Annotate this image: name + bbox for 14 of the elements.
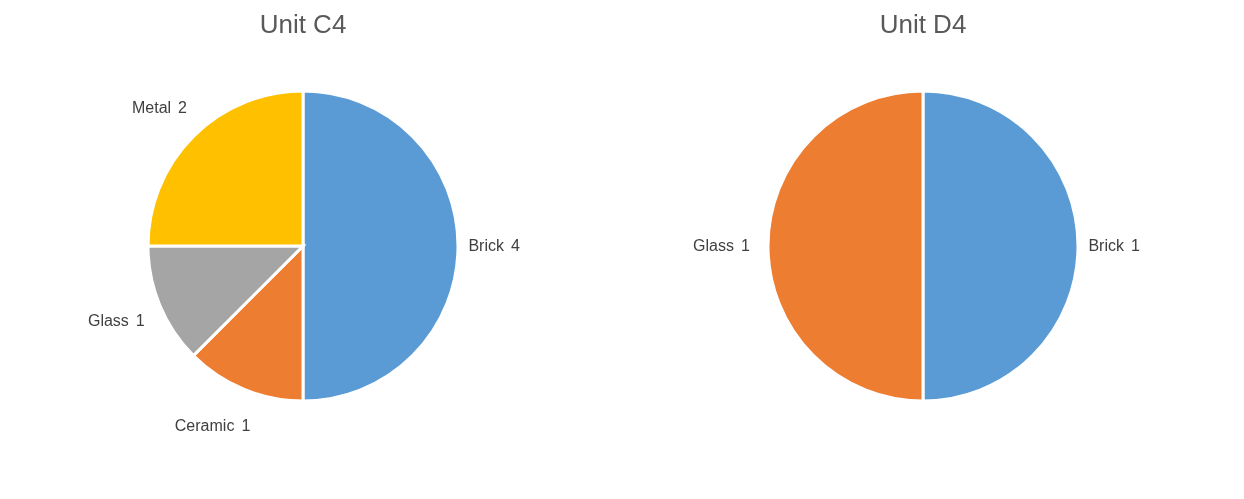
data-label: 2 bbox=[178, 99, 188, 117]
slice-label: Glass bbox=[693, 237, 734, 254]
slice-label: Glass bbox=[87, 311, 129, 329]
data-label: 1 bbox=[1131, 237, 1140, 254]
data-label: 1 bbox=[241, 417, 251, 435]
slice-label: Metal bbox=[131, 99, 172, 117]
data-label: 1 bbox=[135, 311, 145, 329]
data-label: 4 bbox=[511, 237, 520, 254]
data-label: 1 bbox=[741, 237, 750, 254]
chart-title: Unit D4 bbox=[879, 9, 967, 39]
slice-label: Ceramic bbox=[174, 417, 235, 435]
slice-label: Brick bbox=[468, 237, 505, 254]
chart-title: Unit C4 bbox=[259, 9, 347, 39]
slice-label: Brick bbox=[1088, 237, 1125, 254]
